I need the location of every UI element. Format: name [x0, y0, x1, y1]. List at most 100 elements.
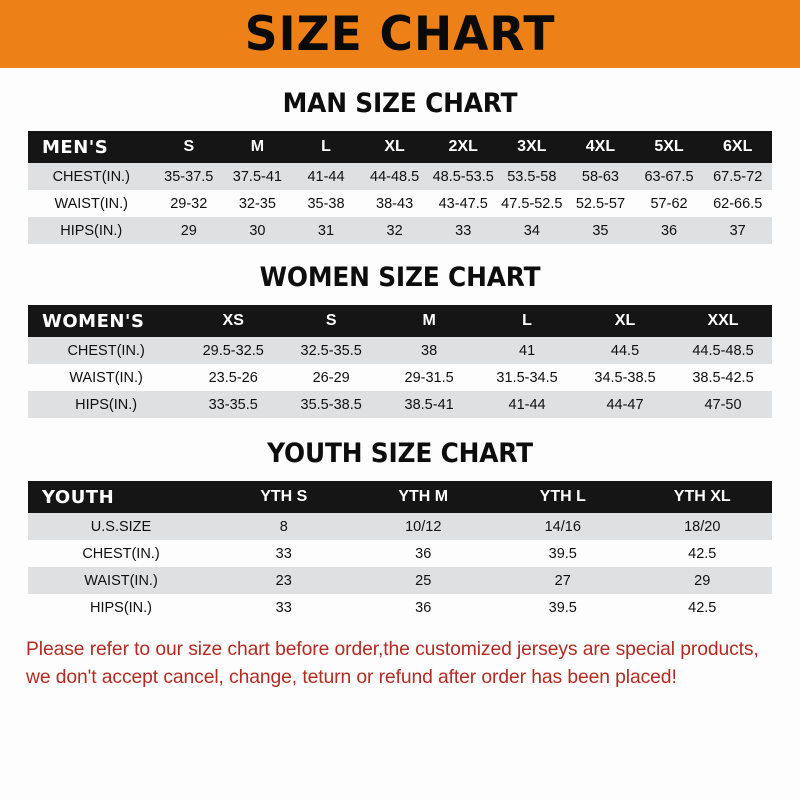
table-row: WAIST(IN.) 23.5-26 26-29 29-31.5 31.5-34.5 34… — [28, 364, 772, 391]
table-cell: 42.5 — [688, 545, 717, 562]
youth-row-label-header: YOUTH — [42, 486, 115, 508]
table-cell: 57-62 — [650, 195, 688, 212]
row-label: CHEST(IN.) — [82, 545, 160, 562]
table-cell: 47-50 — [704, 396, 742, 413]
table-row: HIPS(IN.) 33-35.5 35.5-38.5 38.5-41 41-44 44-… — [28, 391, 772, 418]
table-cell: 29 — [694, 572, 711, 589]
table-cell: 53.5-58 — [507, 168, 557, 185]
table-row: CHEST(IN.) 35-37.5 37.5-41 41-44 44-48.5 48.5… — [28, 163, 772, 190]
table-cell: 29-32 — [170, 195, 208, 212]
women-size-table: WOMEN'S XS S M L XL XXL CHEST(IN.) 29.5-32.5 32.5… — [28, 305, 772, 418]
table-cell: 25 — [415, 572, 432, 589]
row-label: HIPS(IN.) — [89, 599, 153, 616]
section-title-youth: YOUTH SIZE CHART — [267, 438, 533, 469]
table-row: U.S.SIZE 8 10/12 14/16 18/20 — [28, 513, 772, 540]
man-row-label-header: MEN'S — [42, 136, 109, 158]
table-cell: 43-47.5 — [438, 195, 488, 212]
man-column-header: 4XL — [585, 138, 616, 155]
row-label: CHEST(IN.) — [67, 342, 145, 359]
man-size-table: MEN'S S M L XL 2XL 3XL 4XL 5XL 6XL CHEST(IN.) 35-37… — [28, 131, 772, 244]
man-column-header: L — [321, 138, 331, 155]
table-row: HIPS(IN.) 33 36 39.5 42.5 — [28, 594, 772, 621]
man-size-table-wrap: MEN'S S M L XL 2XL 3XL 4XL 5XL 6XL CHEST(IN.) 35-37… — [28, 131, 772, 244]
women-column-header: XS — [222, 312, 244, 329]
table-cell: 29.5-32.5 — [202, 342, 264, 359]
table-row: CHEST(IN.) 33 36 39.5 42.5 — [28, 540, 772, 567]
youth-size-table-wrap: YOUTH YTH S YTH M YTH L YTH XL U.S.SIZE 8 10/12… — [28, 481, 772, 621]
table-cell: 33 — [455, 222, 472, 239]
table-cell: 26-29 — [312, 369, 350, 386]
table-cell: 23 — [275, 572, 292, 589]
table-row: WAIST(IN.) 29-32 32-35 35-38 38-43 43-47.5 47.… — [28, 190, 772, 217]
table-cell: 41 — [519, 342, 536, 359]
table-cell: 35-38 — [307, 195, 345, 212]
man-column-header: 2XL — [448, 138, 478, 155]
table-cell: 31 — [317, 222, 335, 239]
table-cell: 35 — [592, 222, 609, 239]
table-cell: 32 — [386, 222, 403, 239]
page-title: SIZE CHART — [244, 6, 556, 62]
youth-column-header: YTH S — [260, 488, 308, 505]
table-cell: 35-37.5 — [164, 168, 214, 185]
man-table-header-row: MEN'S S M L XL 2XL 3XL 4XL 5XL 6XL — [28, 131, 772, 163]
table-cell: 36 — [660, 222, 678, 239]
table-cell: 31.5-34.5 — [496, 369, 558, 386]
table-cell: 38.5-41 — [404, 396, 454, 413]
table-cell: 58-63 — [581, 168, 619, 185]
table-cell: 44.5-48.5 — [692, 342, 754, 359]
table-cell: 41-44 — [508, 396, 546, 413]
man-column-header: S — [183, 138, 195, 155]
women-size-table-wrap: WOMEN'S XS S M L XL XXL CHEST(IN.) 29.5-32.5 32.5… — [28, 305, 772, 418]
table-cell: 33 — [275, 545, 292, 562]
table-cell: 23.5-26 — [208, 369, 258, 386]
table-cell: 67.5-72 — [713, 168, 763, 185]
page-banner: SIZE CHART — [0, 0, 800, 68]
table-cell: 34.5-38.5 — [594, 369, 656, 386]
table-cell: 32-35 — [238, 195, 276, 212]
table-cell: 34 — [523, 222, 540, 239]
women-row-label-header: WOMEN'S — [42, 310, 145, 332]
table-cell: 30 — [249, 222, 266, 239]
table-cell: 37 — [729, 222, 746, 239]
section-title-man: MAN SIZE CHART — [282, 88, 518, 119]
table-cell: 41-44 — [307, 168, 345, 185]
row-label: CHEST(IN.) — [52, 168, 130, 185]
women-column-header: XL — [614, 312, 636, 329]
women-table-header-row: WOMEN'S XS S M L XL XXL — [28, 305, 772, 337]
table-cell: 38 — [421, 342, 438, 359]
table-cell: 39.5 — [548, 545, 577, 562]
table-cell: 44.5 — [610, 342, 640, 359]
table-cell: 10/12 — [405, 518, 442, 535]
row-label: WAIST(IN.) — [54, 195, 129, 212]
table-cell: 27 — [554, 572, 571, 589]
man-column-header: 6XL — [723, 138, 753, 155]
row-label: WAIST(IN.) — [84, 572, 158, 589]
table-cell: 8 — [279, 518, 288, 535]
table-row: WAIST(IN.) 23 25 27 29 — [28, 567, 772, 594]
table-cell: 29-31.5 — [404, 369, 454, 386]
youth-column-header: YTH M — [398, 488, 449, 505]
table-cell: 42.5 — [688, 599, 717, 616]
youth-table-header-row: YOUTH YTH S YTH M YTH L YTH XL — [28, 481, 772, 513]
women-column-header: M — [422, 312, 436, 329]
row-label: U.S.SIZE — [90, 518, 152, 535]
row-label: WAIST(IN.) — [69, 369, 143, 386]
table-cell: 14/16 — [544, 518, 581, 535]
table-row: HIPS(IN.) 29 30 31 32 33 34 35 36 37 — [28, 217, 772, 244]
table-cell: 44-48.5 — [370, 168, 420, 185]
section-title-women: WOMEN SIZE CHART — [259, 262, 541, 293]
table-cell: 37.5-41 — [232, 168, 282, 185]
table-cell: 36 — [415, 545, 432, 562]
women-column-header: S — [325, 312, 337, 329]
note-line-1: Please refer to our size chart before or… — [26, 638, 759, 660]
table-cell: 38.5-42.5 — [692, 369, 754, 386]
table-cell: 39.5 — [548, 599, 577, 616]
table-cell: 38-43 — [376, 195, 414, 212]
table-cell: 44-47 — [606, 396, 644, 413]
table-cell: 62-66.5 — [713, 195, 763, 212]
row-label: HIPS(IN.) — [75, 396, 138, 413]
table-cell: 32.5-35.5 — [300, 342, 362, 359]
table-cell: 33-35.5 — [208, 396, 258, 413]
table-cell: 29 — [180, 222, 197, 239]
